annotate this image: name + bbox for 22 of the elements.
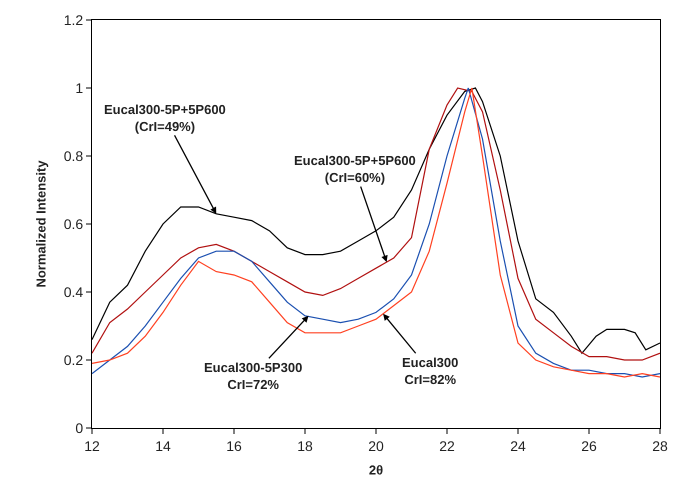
y-tick-label: 1 <box>75 80 84 96</box>
annotation: Eucal300-5P+5P600 (CrI=49%) <box>104 102 226 134</box>
x-tick-label: 16 <box>226 438 242 454</box>
x-tick-label: 26 <box>581 438 597 454</box>
x-tick-label: 24 <box>510 438 526 454</box>
x-tick-label: 20 <box>368 438 384 454</box>
x-tick-label: 28 <box>652 438 668 454</box>
y-tick-label: 1.2 <box>64 12 84 28</box>
y-tick-label: 0.4 <box>64 284 84 300</box>
annotation: Eucal300-5P+5P600 (CrI=60%) <box>294 153 416 185</box>
annotation: Eucal300 CrI=82% <box>402 355 458 387</box>
x-tick-label: 22 <box>439 438 455 454</box>
x-tick-label: 12 <box>84 438 100 454</box>
y-tick-label: 0.8 <box>64 148 84 164</box>
y-tick-label: 0 <box>75 420 84 436</box>
x-tick-label: 14 <box>155 438 171 454</box>
y-tick-label: 0.2 <box>64 352 84 368</box>
y-tick-label: 0.6 <box>64 216 84 232</box>
y-axis-title: Normalized Intensity <box>34 160 49 288</box>
x-tick-label: 18 <box>297 438 313 454</box>
annotation: Eucal300-5P300 CrI=72% <box>204 360 302 392</box>
x-axis-title: 2θ <box>368 462 384 478</box>
